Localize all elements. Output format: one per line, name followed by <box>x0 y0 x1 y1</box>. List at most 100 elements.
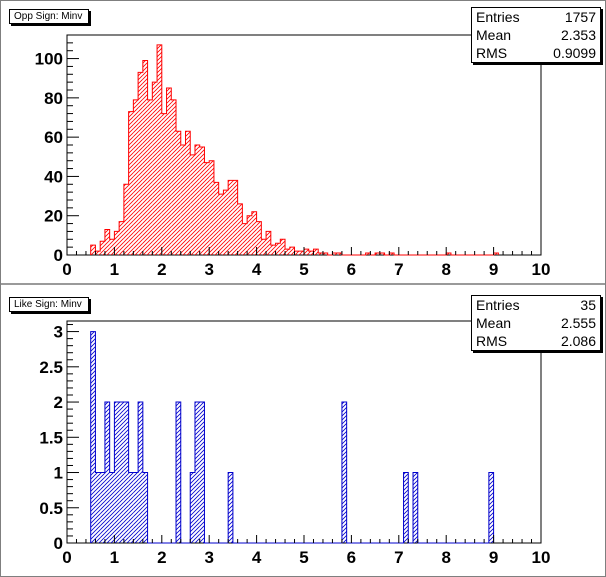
histogram-bin <box>171 99 177 255</box>
stats-row-rms: RMS 0.9099 <box>472 44 600 62</box>
stats-value: 2.353 <box>560 27 596 43</box>
histogram-bin <box>100 472 105 543</box>
histogram-bin <box>176 402 181 543</box>
histogram-bin <box>488 472 494 543</box>
stats-row-mean: Mean 2.353 <box>472 26 600 44</box>
y-tick-label: 0 <box>54 246 63 265</box>
histogram-outline <box>90 331 495 544</box>
y-tick-label: 60 <box>44 128 63 147</box>
histogram-bin <box>228 472 233 543</box>
histogram-bin <box>413 472 418 543</box>
stats-value: 35 <box>580 297 596 313</box>
y-tick-label: 3 <box>54 323 63 342</box>
stats-value: 0.9099 <box>553 45 596 61</box>
x-tick-label: 9 <box>489 548 498 567</box>
histogram-bin <box>446 253 451 255</box>
histogram-bin <box>123 402 129 543</box>
histogram-bin <box>251 211 257 255</box>
y-tick-label: 2.5 <box>39 358 63 377</box>
stats-box[interactable]: Entries 35 Mean 2.555 RMS 2.086 <box>471 295 601 351</box>
stats-value: 1757 <box>564 9 596 25</box>
x-tick-label: 0 <box>62 260 71 279</box>
x-tick-label: 9 <box>489 260 498 279</box>
x-tick-label: 5 <box>299 260 308 279</box>
histogram-pad-like-sign[interactable]: 0 1 2 3 4 5 6 7 8 9 10 0 0.5 1 1.5 2 2.5 3 Like Sign: Min… <box>1 289 605 576</box>
stats-row-mean: Mean 2.555 <box>472 314 600 332</box>
stats-label: RMS <box>476 45 508 61</box>
x-tick-label: 8 <box>441 548 450 567</box>
histogram-bin <box>133 99 139 255</box>
histogram-bin <box>289 247 295 255</box>
histogram-outline <box>90 44 499 256</box>
histogram-bin <box>223 190 229 255</box>
histogram-bin <box>104 402 110 543</box>
histogram-bin <box>256 221 262 255</box>
histogram-bin <box>104 229 110 255</box>
histogram-pad-opp-sign[interactable]: 0 1 2 3 4 5 6 7 8 9 10 0 20 40 60 80 100 Opp Sign: Minv … <box>1 1 605 285</box>
histogram-bin <box>138 402 143 543</box>
histogram-bin <box>308 251 314 255</box>
histogram-bin <box>95 472 101 543</box>
histogram-bin <box>379 253 385 255</box>
x-tick-label: 5 <box>299 548 308 567</box>
x-tick-label: 0 <box>62 548 71 567</box>
histogram-bin <box>190 472 195 543</box>
stats-label: Mean <box>476 315 512 331</box>
histogram-title: Like Sign: Minv <box>9 297 89 312</box>
histogram-bin <box>280 239 286 255</box>
histogram-bin <box>109 239 115 255</box>
stats-label: Entries <box>476 9 520 25</box>
histogram-bin <box>304 249 309 255</box>
y-tick-label: 80 <box>44 89 63 108</box>
stats-box[interactable]: Entries 1757 Mean 2.353 RMS 0.9099 <box>471 7 601 63</box>
histogram-bin <box>90 245 96 255</box>
histogram-bin <box>493 253 499 255</box>
histogram-bin <box>142 472 148 543</box>
histogram-bin <box>228 180 233 255</box>
histogram-bin <box>100 241 105 255</box>
x-tick-label: 2 <box>157 548 166 567</box>
histogram-bin <box>128 472 134 543</box>
histogram-bin <box>204 162 210 255</box>
histogram-bin <box>199 146 205 255</box>
x-tick-label: 1 <box>110 548 119 567</box>
stats-value: 2.555 <box>560 315 596 331</box>
histogram-bin <box>218 194 224 255</box>
histogram-bin <box>176 131 181 255</box>
like-sign-plot: 0 1 2 3 4 5 6 7 8 9 10 0 0.5 1 1.5 2 2.5 3 <box>39 320 550 567</box>
histogram-bin <box>261 239 267 255</box>
histogram-bin <box>389 253 395 255</box>
y-tick-label: 1.5 <box>39 428 63 447</box>
histogram-bin <box>109 472 115 543</box>
histogram-bin <box>322 253 328 255</box>
histogram-bin <box>318 253 323 255</box>
histogram-bin <box>341 402 347 543</box>
histogram-bin <box>332 253 338 255</box>
histogram-bin <box>294 251 300 255</box>
stats-row-rms: RMS 2.086 <box>472 332 600 350</box>
histogram-bin <box>180 145 186 255</box>
histogram-bin <box>114 402 120 543</box>
histogram-bin <box>213 182 219 255</box>
histogram-bin <box>194 402 200 543</box>
y-tick-label: 0 <box>54 534 63 553</box>
histogram-bin <box>365 253 371 255</box>
histogram-bin <box>242 223 248 255</box>
stats-label: Entries <box>476 297 520 313</box>
y-tick-label: 0.5 <box>39 499 63 518</box>
x-tick-label: 2 <box>157 260 166 279</box>
y-tick-label: 40 <box>44 167 63 186</box>
histogram-bin <box>313 249 319 255</box>
histogram-bin <box>247 215 252 255</box>
y-tick-label: 1 <box>54 464 63 483</box>
stats-row-entries: Entries 35 <box>472 296 600 314</box>
histogram-bin <box>270 245 276 255</box>
histogram-bin <box>232 180 238 255</box>
histogram-bin <box>199 402 205 543</box>
histogram-bin <box>157 44 162 256</box>
histogram-bin <box>285 249 290 255</box>
histogram-bin <box>275 243 281 255</box>
histogram-bin <box>133 472 139 543</box>
